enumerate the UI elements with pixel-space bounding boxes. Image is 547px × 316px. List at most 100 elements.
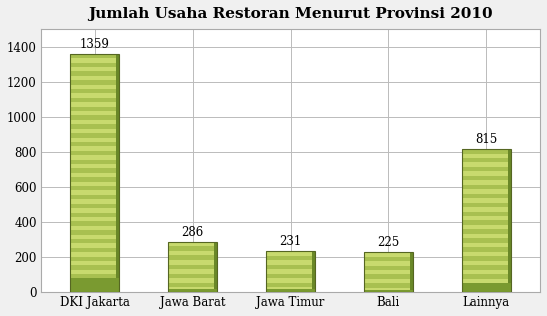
Bar — [71, 133, 119, 137]
Bar — [71, 54, 119, 292]
Bar — [462, 252, 511, 256]
Bar — [117, 54, 119, 292]
Bar — [364, 289, 413, 292]
Bar — [71, 124, 119, 129]
Bar — [462, 176, 511, 180]
Bar — [71, 63, 119, 67]
Bar — [462, 189, 511, 194]
Bar — [71, 164, 119, 168]
Bar — [462, 185, 511, 189]
Bar — [266, 256, 315, 260]
Bar — [71, 67, 119, 71]
Bar — [71, 191, 119, 195]
Bar — [462, 234, 511, 238]
Bar — [71, 234, 119, 239]
Bar — [462, 154, 511, 158]
Bar — [462, 167, 511, 171]
Bar — [266, 252, 315, 256]
Bar — [71, 243, 119, 248]
Bar — [71, 195, 119, 199]
Bar — [71, 230, 119, 234]
Bar — [462, 158, 511, 162]
Bar — [168, 260, 217, 264]
Bar — [168, 242, 217, 246]
Bar — [71, 279, 119, 283]
Bar — [71, 137, 119, 142]
Bar — [71, 213, 119, 217]
Bar — [71, 151, 119, 155]
Bar — [462, 274, 511, 278]
Bar — [71, 182, 119, 186]
Bar — [266, 278, 315, 283]
Bar — [71, 155, 119, 160]
Bar — [462, 270, 511, 274]
Bar — [71, 270, 119, 274]
Bar — [462, 211, 511, 216]
Bar — [71, 71, 119, 76]
Bar — [462, 162, 511, 167]
Bar — [462, 180, 511, 185]
Bar — [71, 221, 119, 226]
Bar — [71, 226, 119, 230]
Bar — [462, 216, 511, 221]
Bar — [168, 283, 217, 287]
Text: 1359: 1359 — [80, 38, 110, 51]
Bar — [266, 283, 315, 287]
Bar — [71, 248, 119, 252]
Bar — [168, 278, 217, 283]
Bar — [462, 288, 511, 292]
Bar — [462, 221, 511, 225]
Bar — [71, 102, 119, 107]
Title: Jumlah Usaha Restoran Menurut Provinsi 2010: Jumlah Usaha Restoran Menurut Provinsi 2… — [88, 7, 493, 21]
Text: 231: 231 — [280, 235, 301, 248]
Text: 286: 286 — [182, 226, 204, 239]
Bar — [312, 252, 315, 292]
Bar — [71, 257, 119, 261]
Bar — [508, 149, 511, 292]
Bar — [168, 269, 217, 274]
Bar — [71, 85, 119, 89]
Bar — [364, 261, 413, 266]
Bar — [71, 94, 119, 98]
Bar — [71, 168, 119, 173]
Bar — [71, 173, 119, 177]
Bar — [71, 177, 119, 182]
Bar — [71, 265, 119, 270]
Bar — [462, 198, 511, 203]
Bar — [71, 54, 119, 58]
Bar — [71, 58, 119, 63]
Bar — [71, 80, 119, 85]
Bar — [462, 238, 511, 243]
Bar — [168, 264, 217, 269]
Bar — [71, 288, 119, 292]
Bar — [71, 120, 119, 124]
Bar — [266, 289, 315, 292]
Bar — [462, 247, 511, 252]
Bar — [462, 243, 511, 247]
Bar — [462, 203, 511, 207]
Bar — [364, 279, 413, 283]
Bar — [168, 251, 217, 255]
Bar — [266, 265, 315, 270]
Bar — [410, 252, 413, 292]
Bar — [71, 160, 119, 164]
Bar — [462, 229, 511, 234]
Bar — [71, 199, 119, 204]
Bar — [168, 255, 217, 260]
Bar — [364, 270, 413, 274]
Bar — [71, 89, 119, 94]
Bar — [462, 256, 511, 261]
Bar — [71, 98, 119, 102]
Bar — [71, 142, 119, 146]
Bar — [168, 242, 217, 292]
Bar — [71, 116, 119, 120]
Bar — [214, 242, 217, 292]
Bar — [71, 277, 119, 292]
Bar — [71, 208, 119, 213]
Bar — [71, 107, 119, 111]
Bar — [462, 149, 511, 292]
Bar — [71, 129, 119, 133]
Bar — [71, 204, 119, 208]
Bar — [364, 257, 413, 261]
Bar — [266, 252, 315, 292]
